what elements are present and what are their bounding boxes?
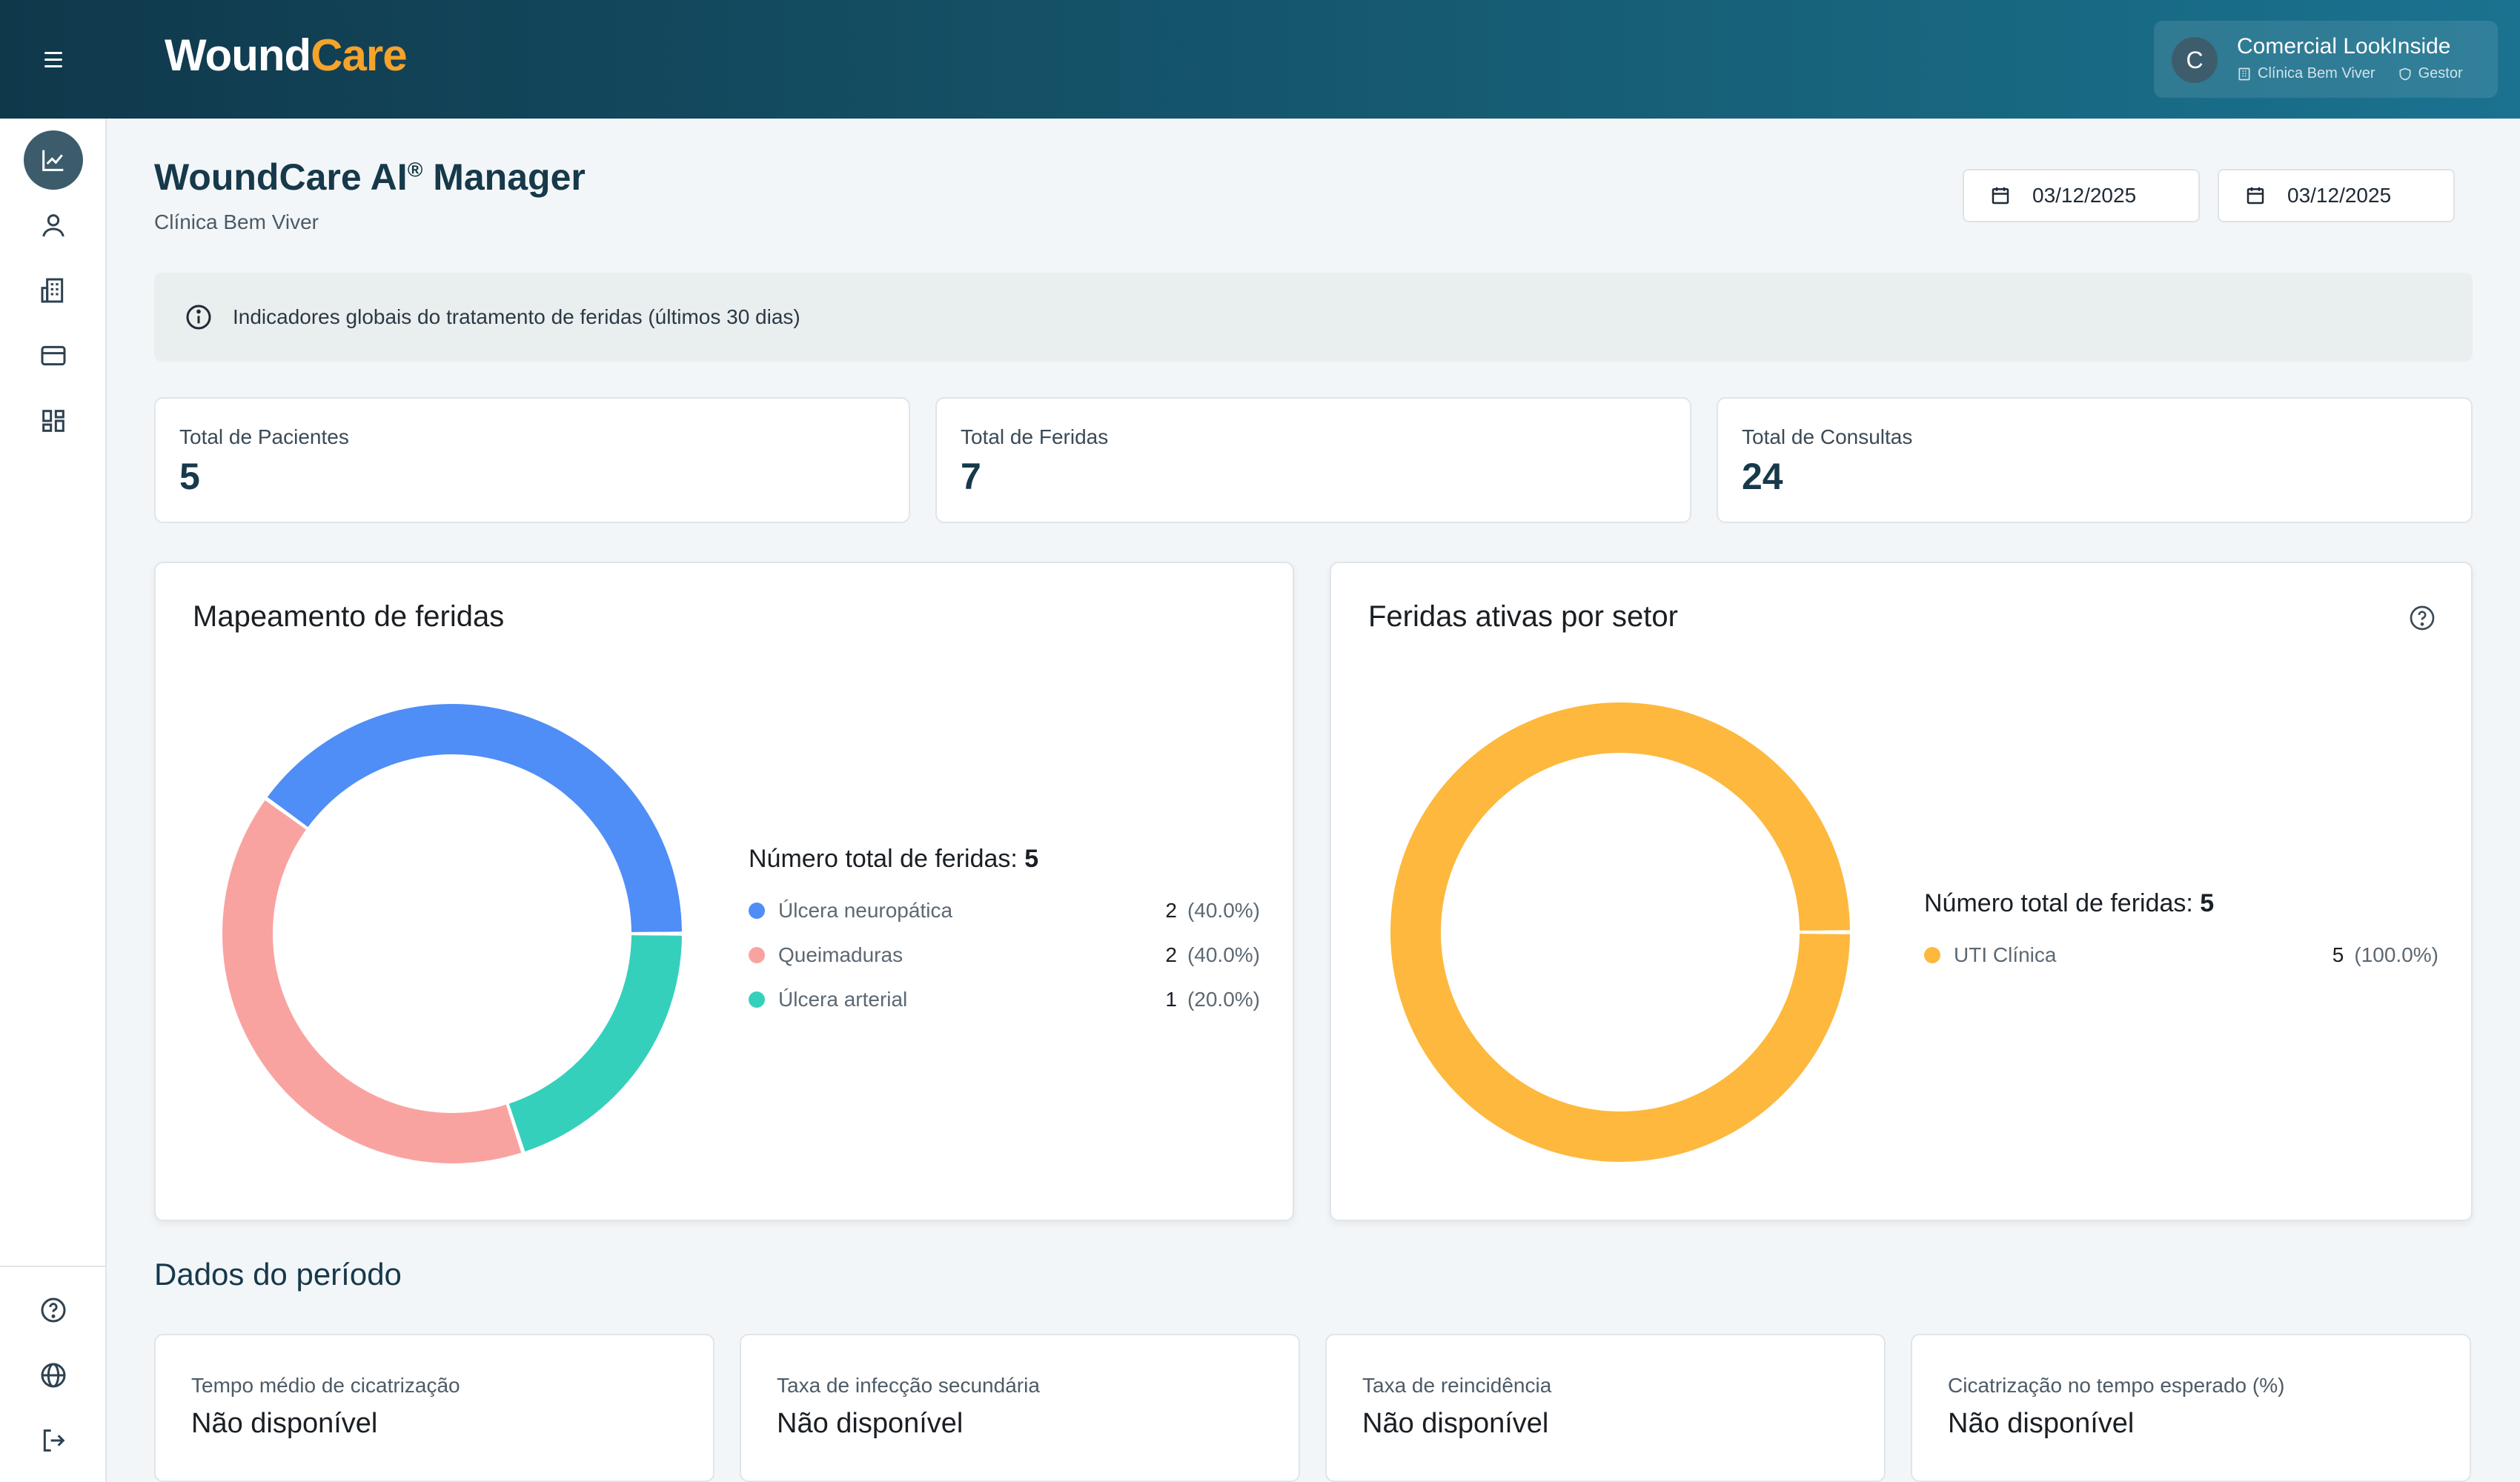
sidebar-item-language[interactable] — [24, 1346, 83, 1405]
sidebar — [0, 119, 107, 1482]
stat-card-wounds: Total de Feridas 7 — [935, 397, 1691, 523]
legend-swatch — [1924, 947, 1940, 963]
stat-label: Total de Feridas — [961, 425, 1109, 448]
sidebar-divider — [0, 1266, 107, 1267]
sidebar-item-patients[interactable] — [24, 196, 83, 255]
panel-title: Mapeamento de feridas — [193, 600, 505, 633]
donut-slice-1[interactable] — [267, 703, 682, 932]
sidebar-item-help[interactable] — [24, 1280, 83, 1340]
help-circle-icon — [41, 1297, 66, 1323]
start-date-picker[interactable]: 03/12/2025 — [1963, 169, 2200, 222]
end-date-picker[interactable]: 03/12/2025 — [2218, 169, 2455, 222]
end-date-value: 03/12/2025 — [2287, 184, 2392, 207]
active-wounds-by-sector-panel: Feridas ativas por setor Número total de… — [1330, 562, 2473, 1221]
wound-mapping-panel: Mapeamento de feridas Número total de fe… — [154, 562, 1294, 1221]
stat-label: Total de Pacientes — [179, 425, 349, 448]
kpi-value: Não disponível — [777, 1408, 964, 1439]
avatar: C — [2172, 37, 2218, 83]
legend-item[interactable]: UTI Clínica 5 (100.0%) — [1924, 933, 2438, 977]
stat-value: 5 — [179, 456, 200, 497]
user-clinic: Clínica Bem Viver — [2258, 65, 2375, 82]
kpi-card-recurrence-rate: Taxa de reincidência Não disponível — [1325, 1334, 1886, 1482]
wound-mapping-legend: Número total de feridas: 5 Úlcera neurop… — [749, 845, 1260, 1022]
building-icon — [2238, 67, 2250, 80]
info-icon — [186, 305, 211, 330]
page-subtitle: Clínica Bem Viver — [154, 210, 319, 233]
dashboard-grid-icon — [42, 410, 64, 432]
legend-item[interactable]: Úlcera neuropática 2 (40.0%) — [749, 888, 1260, 933]
section-title: Dados do período — [154, 1257, 402, 1292]
stat-card-patients: Total de Pacientes 5 — [154, 397, 910, 523]
kpi-label: Taxa de reincidência — [1362, 1374, 1552, 1397]
legend-item[interactable]: Queimaduras 2 (40.0%) — [749, 933, 1260, 977]
kpi-label: Taxa de infecção secundária — [777, 1374, 1040, 1397]
donut-slice-2[interactable] — [222, 800, 522, 1163]
stat-value: 7 — [961, 456, 981, 497]
top-bar: WoundCare C Comercial LookInside Clínica… — [0, 0, 2520, 119]
credit-card-icon — [41, 345, 66, 366]
sidebar-item-clinics[interactable] — [24, 261, 83, 320]
sector-donut — [1390, 702, 1850, 1162]
kpi-card-infection-rate: Taxa de infecção secundária Não disponív… — [740, 1334, 1300, 1482]
user-name: Comercial LookInside — [2237, 34, 2451, 59]
legend-swatch — [749, 903, 765, 919]
kpi-value: Não disponível — [1948, 1408, 2135, 1439]
page-title: WoundCare AI® Manager — [154, 156, 586, 198]
sidebar-item-billing[interactable] — [24, 326, 83, 385]
kpi-card-healing-time: Tempo médio de cicatrização Não disponív… — [154, 1334, 714, 1482]
globe-icon — [41, 1363, 66, 1388]
logout-icon — [43, 1429, 65, 1452]
panel-title: Feridas ativas por setor — [1368, 600, 1678, 633]
kpi-value: Não disponível — [1362, 1408, 1549, 1439]
donut-slice-3[interactable] — [508, 935, 682, 1152]
calendar-icon — [1992, 187, 2009, 205]
user-menu[interactable]: C Comercial LookInside Clínica Bem Viver… — [2154, 21, 2498, 98]
stat-label: Total de Consultas — [1742, 425, 1913, 448]
kpi-label: Cicatrização no tempo esperado (%) — [1948, 1374, 2285, 1397]
sidebar-item-logout[interactable] — [24, 1411, 83, 1470]
help-circle-icon[interactable] — [2407, 603, 2437, 633]
kpi-label: Tempo médio de cicatrização — [191, 1374, 460, 1397]
donut-slice-1[interactable] — [1390, 702, 1850, 1162]
stat-card-consultations: Total de Consultas 24 — [1717, 397, 2473, 523]
user-role: Gestor — [2418, 65, 2463, 82]
legend-swatch — [749, 991, 765, 1008]
chart-line-icon — [42, 150, 64, 171]
legend-total: Número total de feridas: 5 — [1924, 889, 2215, 917]
shield-icon — [2399, 67, 2411, 80]
info-banner: Indicadores globais do tratamento de fer… — [154, 273, 2473, 362]
app-logo[interactable]: WoundCare — [165, 30, 408, 80]
sector-legend: Número total de feridas: 5 UTI Clínica 5… — [1924, 889, 2438, 977]
sidebar-item-modules[interactable] — [24, 391, 83, 451]
stat-value: 24 — [1742, 456, 1783, 497]
sidebar-item-dashboard[interactable] — [24, 130, 83, 190]
calendar-icon — [2247, 187, 2264, 205]
building-icon — [41, 278, 64, 303]
start-date-value: 03/12/2025 — [2032, 184, 2137, 207]
user-icon — [42, 214, 64, 237]
wound-mapping-donut — [222, 703, 682, 1163]
legend-item[interactable]: Úlcera arterial 1 (20.0%) — [749, 977, 1260, 1022]
kpi-card-expected-healing: Cicatrização no tempo esperado (%) Não d… — [1911, 1334, 2471, 1482]
menu-icon[interactable] — [36, 41, 71, 77]
legend-total: Número total de feridas: 5 — [749, 845, 1039, 873]
info-text: Indicadores globais do tratamento de fer… — [233, 305, 800, 328]
kpi-value: Não disponível — [191, 1408, 378, 1439]
legend-swatch — [749, 947, 765, 963]
